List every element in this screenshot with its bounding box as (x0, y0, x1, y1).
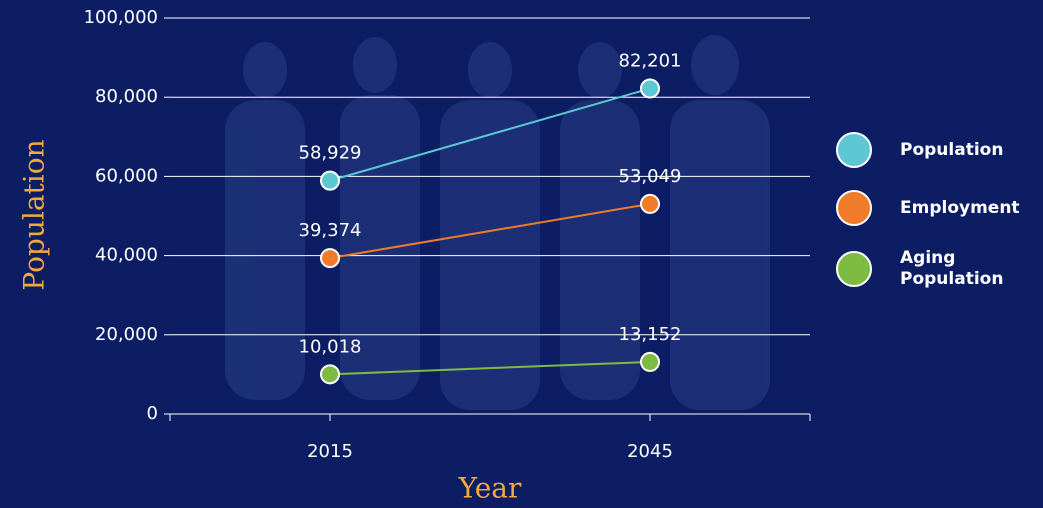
legend-swatch (836, 132, 872, 168)
data-label: 82,201 (619, 50, 682, 71)
x-tick-label: 2045 (627, 441, 673, 462)
legend-swatch (836, 251, 872, 287)
data-point (321, 365, 339, 383)
data-label: 53,049 (619, 166, 682, 187)
legend-swatch (836, 190, 872, 226)
data-point (641, 79, 659, 97)
y-tick-label: 60,000 (95, 165, 158, 186)
data-point (321, 172, 339, 190)
legend-label: Employment (900, 198, 1040, 219)
y-tick-label: 80,000 (95, 86, 158, 107)
page: {"chart_data": {"type": "line", "x_label… (0, 0, 1043, 508)
data-point (641, 353, 659, 371)
y-axis-title: Population (18, 139, 51, 290)
data-label: 13,152 (619, 324, 682, 345)
y-tick-label: 40,000 (95, 245, 158, 266)
legend-item: Employment (836, 190, 1043, 226)
data-label: 58,929 (299, 143, 362, 164)
y-tick-label: 0 (147, 403, 158, 424)
x-tick-label: 2015 (307, 441, 353, 462)
x-axis-title: Year (458, 472, 522, 505)
data-point (641, 195, 659, 213)
legend-label: Population (900, 140, 1040, 161)
data-label: 10,018 (299, 336, 362, 357)
legend: Population Employment Aging Population (836, 132, 1043, 312)
legend-item: Aging Population (836, 248, 1043, 290)
y-tick-label: 20,000 (95, 324, 158, 345)
data-label: 39,374 (299, 220, 362, 241)
y-tick-label: 100,000 (84, 7, 158, 28)
data-point (321, 249, 339, 267)
legend-label: Aging Population (900, 248, 1040, 290)
legend-item: Population (836, 132, 1043, 168)
